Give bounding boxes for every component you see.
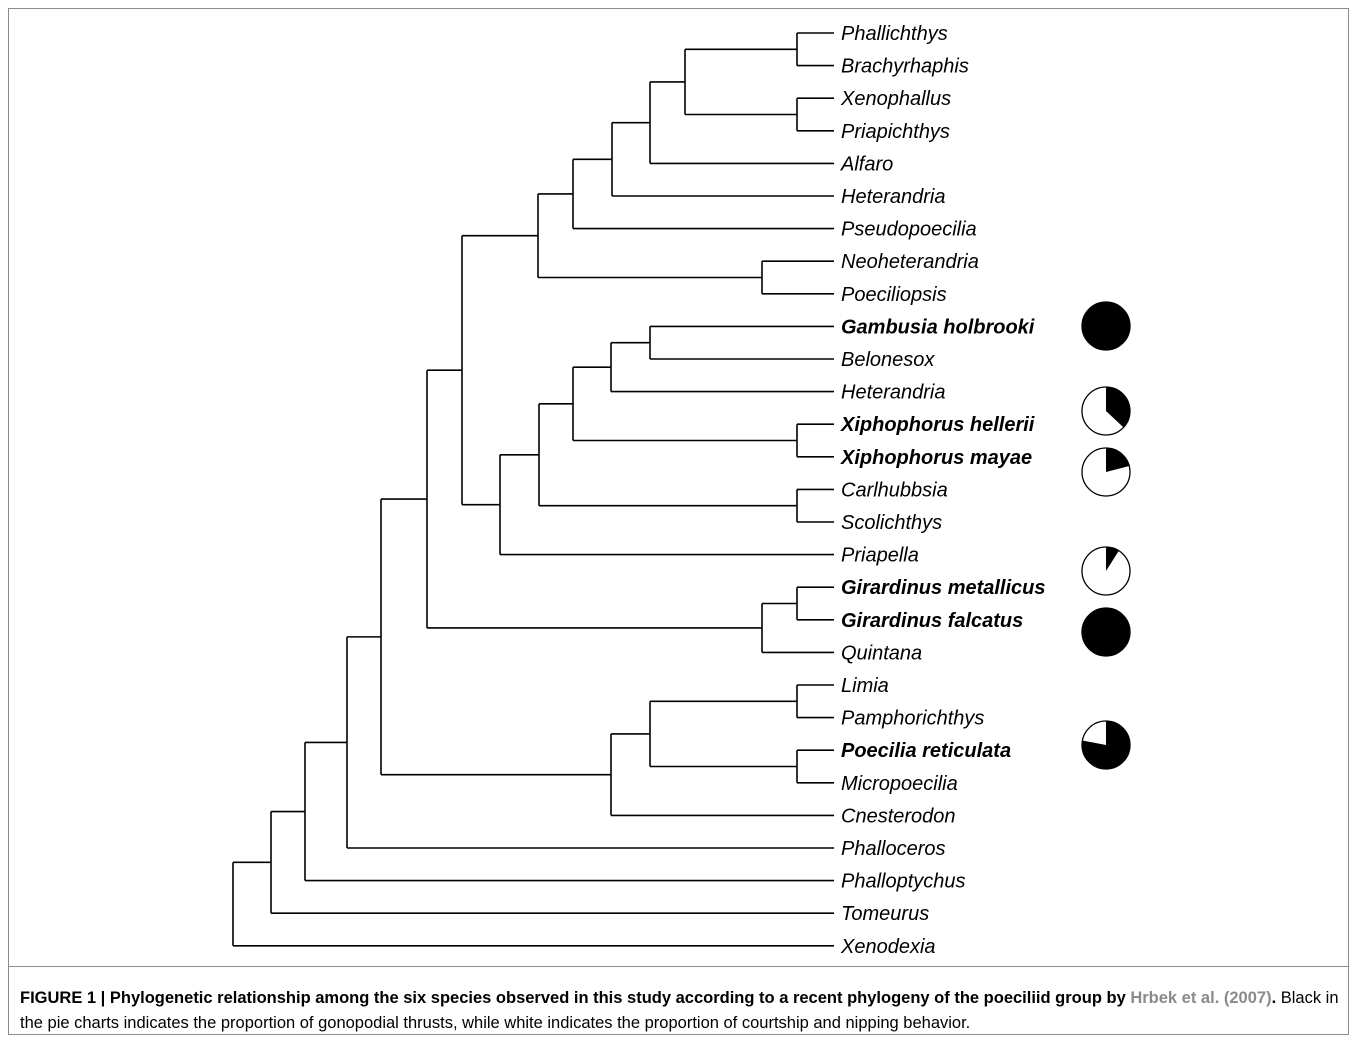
- pie-thrust-slice: [1106, 448, 1130, 472]
- taxon-label: Xiphophorus mayae: [840, 447, 1032, 469]
- taxon-label: Pseudopoecilia: [841, 219, 977, 241]
- figure-caption: FIGURE 1 | Phylogenetic relationship amo…: [20, 986, 1340, 1036]
- pie-thrust-slice: [1106, 547, 1119, 571]
- taxon-label: Phallichthys: [841, 23, 948, 45]
- taxon-label: Xiphophorus hellerii: [840, 414, 1035, 436]
- behavior-pie-chart: [1081, 447, 1131, 497]
- taxon-label: Carlhubbsia: [841, 479, 948, 501]
- caption-reference-end: .: [1271, 989, 1277, 1007]
- behavior-pie-chart: [1081, 546, 1131, 596]
- taxon-label: Pamphorichthys: [841, 708, 984, 730]
- taxon-label: Tomeurus: [841, 903, 929, 925]
- taxon-label: Alfaro: [840, 153, 893, 175]
- behavior-pie-chart: [1081, 301, 1131, 351]
- figure-frame: [8, 8, 1349, 1035]
- taxon-label: Girardinus falcatus: [841, 610, 1023, 632]
- taxon-label: Phalloceros: [841, 838, 946, 860]
- behavior-pie-chart: [1081, 386, 1131, 436]
- pie-thrust-slice: [1082, 608, 1130, 656]
- phylogenetic-tree: Phallichthys Brachyrhaphis Xenophallus Pria…: [232, 23, 1131, 958]
- pie-thrust-slice: [1082, 721, 1130, 770]
- taxon-label: Poecilia reticulata: [841, 740, 1011, 762]
- caption-divider: [9, 966, 1348, 967]
- caption-body: Black in the pie charts indicates the pr…: [20, 989, 1339, 1032]
- taxon-label: Scolichthys: [841, 512, 942, 534]
- behavior-pie-chart: [1081, 607, 1131, 657]
- caption-reference-link[interactable]: Hrbek et al. (2007): [1130, 989, 1272, 1007]
- taxon-label: Priapella: [841, 545, 919, 567]
- taxon-label: Brachyrhaphis: [841, 56, 969, 78]
- pie-thrust-slice: [1106, 387, 1130, 428]
- taxon-label: Gambusia holbrooki: [841, 316, 1035, 338]
- taxon-label: Girardinus metallicus: [841, 577, 1046, 599]
- taxon-label: Xenodexia: [840, 936, 936, 958]
- taxon-label: Neoheterandria: [841, 251, 979, 273]
- taxon-label: Limia: [841, 675, 889, 697]
- taxon-labels: Phallichthys Brachyrhaphis Xenophallus Pria…: [840, 23, 1046, 958]
- taxon-label: Micropoecilia: [841, 773, 958, 795]
- behavior-pie-chart: [1081, 720, 1131, 770]
- taxon-label: Poeciliopsis: [841, 284, 947, 306]
- taxon-label: Heterandria: [841, 382, 946, 404]
- behavior-pie-charts: [1081, 301, 1131, 770]
- taxon-label: Xenophallus: [840, 88, 951, 110]
- taxon-label: Cnesterodon: [841, 805, 956, 827]
- taxon-label: Phalloptychus: [841, 871, 966, 893]
- taxon-label: Heterandria: [841, 186, 946, 208]
- caption-label: FIGURE 1 | Phylogenetic relationship amo…: [20, 989, 1131, 1007]
- pie-thrust-slice: [1082, 302, 1130, 350]
- taxon-label: Priapichthys: [841, 121, 950, 143]
- tree-branches: [232, 32, 834, 947]
- taxon-label: Quintana: [841, 642, 922, 664]
- taxon-label: Belonesox: [841, 349, 935, 371]
